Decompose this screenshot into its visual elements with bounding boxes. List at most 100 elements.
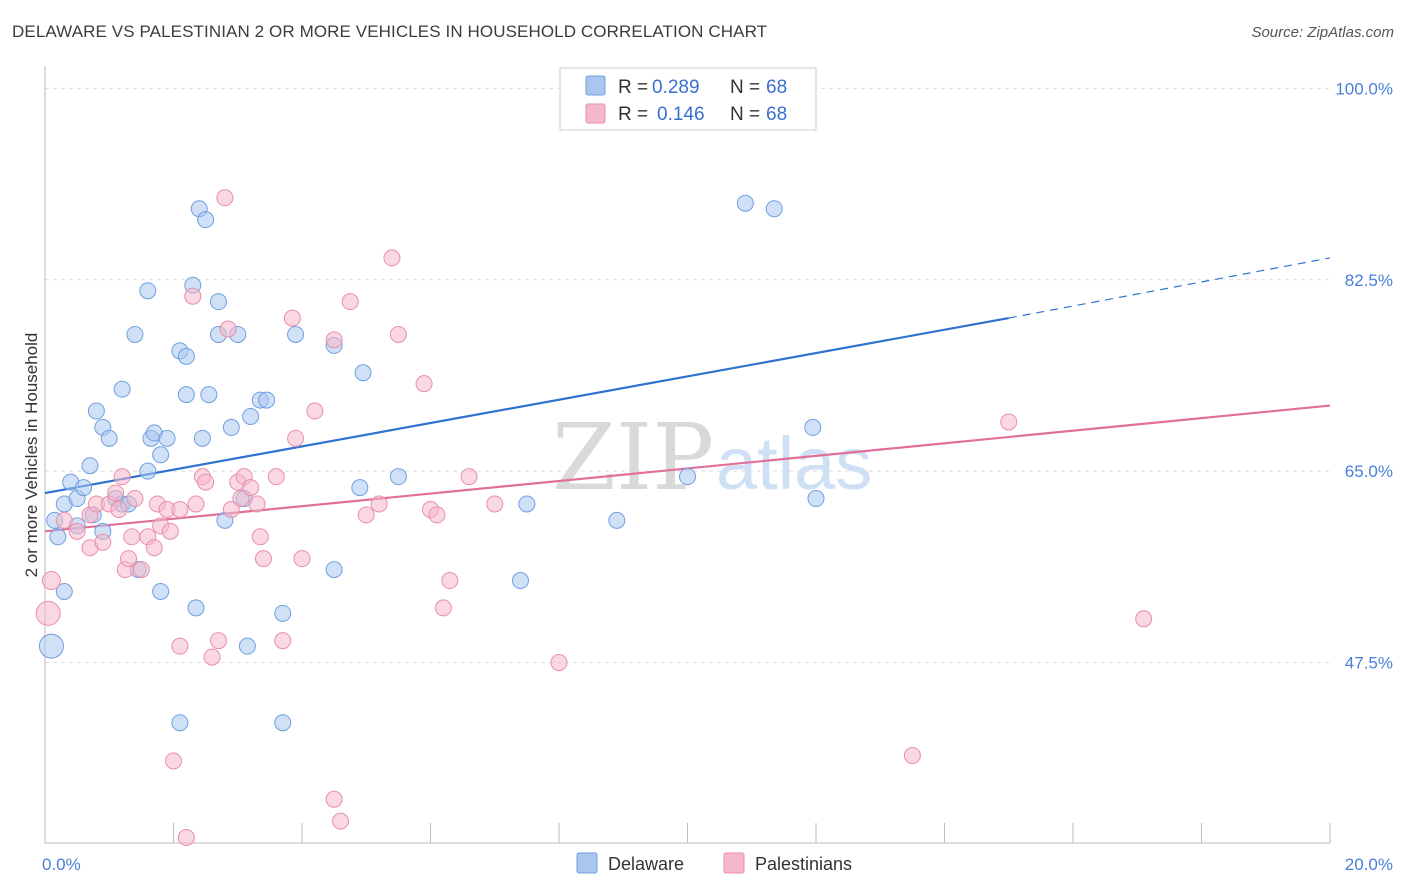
delaware-point (736, 194, 754, 212)
palestinian-point (209, 632, 227, 650)
legend-n-value: 68 (766, 104, 787, 125)
palestinian-point (248, 495, 266, 513)
delaware-point (807, 490, 825, 508)
legend-n-value: 68 (766, 77, 787, 98)
palestinian-point (325, 790, 343, 808)
delaware-trend-line (44, 316, 1009, 495)
delaware-point (152, 582, 170, 600)
palestinian-point (222, 500, 240, 518)
delaware-point (274, 604, 292, 622)
delaware-point (209, 293, 227, 311)
y-tick-label: 82.5% (1345, 271, 1393, 290)
delaware-point (679, 468, 696, 486)
delaware-point (38, 633, 64, 659)
delaware-point (81, 457, 99, 475)
delaware-point (608, 511, 626, 529)
delaware-point (804, 418, 822, 436)
y-tick-label: 65.0% (1345, 462, 1393, 481)
palestinian-point (293, 550, 311, 568)
palestinian-point (460, 468, 478, 486)
delaware-point (518, 495, 536, 513)
palestinian-point (267, 468, 285, 486)
palestinian-point (219, 320, 237, 338)
palestinian-point (107, 484, 125, 502)
palestinian-point (251, 528, 269, 546)
palestinian-point (550, 654, 568, 672)
y-tick-label: 47.5% (1345, 654, 1393, 673)
palestinian-point (187, 495, 205, 513)
bottom-legend-delaware: Delaware (608, 854, 684, 874)
delaware-point (100, 429, 118, 447)
palestinian-point (110, 500, 128, 518)
palestinian-point (197, 473, 215, 491)
palestinian-point (120, 550, 138, 568)
x-tick-labels: 0.0% 20.0% (42, 855, 1393, 874)
bottom-legend-palestinians: Palestinians (755, 854, 852, 874)
palestinian-point (415, 375, 433, 393)
delaware-point (242, 407, 260, 425)
delaware-point (55, 582, 73, 600)
palestinian-point (123, 528, 141, 546)
legend-r-value: 0.146 (657, 104, 705, 125)
y-axis-label: 2 or more Vehicles in Household (22, 333, 41, 578)
palestinian-point (132, 561, 150, 579)
palestinian-point (55, 511, 73, 529)
palestinian-point (126, 490, 144, 508)
delaware-trend-extension (1008, 257, 1331, 319)
palestinian-point (35, 600, 61, 626)
source-credit: Source: ZipAtlas.com (1251, 24, 1394, 41)
palestinian-point (287, 429, 305, 447)
data-points (35, 79, 1153, 847)
palestinian-point (171, 637, 189, 655)
delaware-point (75, 479, 93, 497)
palestinian-point (332, 812, 350, 830)
delaware-point (113, 380, 131, 398)
palestinian-point (94, 533, 112, 551)
palestinian-point (341, 293, 359, 311)
delaware-point (238, 637, 256, 655)
x-tick-label: 20.0% (1345, 855, 1393, 874)
palestinian-point (1135, 610, 1153, 628)
palestinian-point (283, 309, 301, 327)
delaware-point (351, 479, 369, 497)
palestinian-point (216, 189, 234, 207)
palestinian-point (161, 522, 179, 540)
delaware-point (258, 391, 276, 409)
palestinian-point (41, 571, 61, 591)
delaware-point (389, 468, 407, 486)
legend-n-label: N = (730, 77, 760, 98)
palestinian-point (242, 479, 260, 497)
palestinian-point (1000, 413, 1018, 431)
palestinian-point (370, 495, 388, 513)
legend-r-label: R = (618, 104, 648, 125)
delaware-point (152, 446, 170, 464)
watermark-zip: ZIP (552, 404, 714, 511)
palestinian-point (428, 506, 446, 524)
delaware-point (87, 402, 105, 420)
delaware-point (49, 528, 67, 546)
palestinian-point (306, 402, 324, 420)
palestinian-point (177, 829, 195, 847)
palestinian-point (434, 599, 452, 617)
delaware-point (177, 347, 195, 365)
palestinian-point (145, 539, 163, 557)
legend-r-label: R = (618, 77, 648, 98)
axes (44, 66, 1331, 844)
bottom-legend-swatch-delaware (576, 852, 598, 874)
delaware-point (139, 282, 157, 300)
y-tick-label: 100.0% (1335, 79, 1393, 98)
delaware-point (139, 462, 157, 480)
legend-n-label: N = (730, 104, 760, 125)
delaware-point (274, 714, 292, 732)
delaware-point (197, 211, 215, 229)
palestinian-point (357, 506, 375, 524)
correlation-legend: R = 0.289 N = 68 R = 0.146 N = 68 (559, 67, 817, 131)
palestinian-point (903, 747, 921, 765)
delaware-point (765, 200, 783, 218)
delaware-point (287, 325, 305, 343)
delaware-point (126, 325, 144, 343)
delaware-point (222, 418, 240, 436)
palestinian-point (68, 522, 86, 540)
bottom-legend-swatch-palestinians (723, 852, 745, 874)
